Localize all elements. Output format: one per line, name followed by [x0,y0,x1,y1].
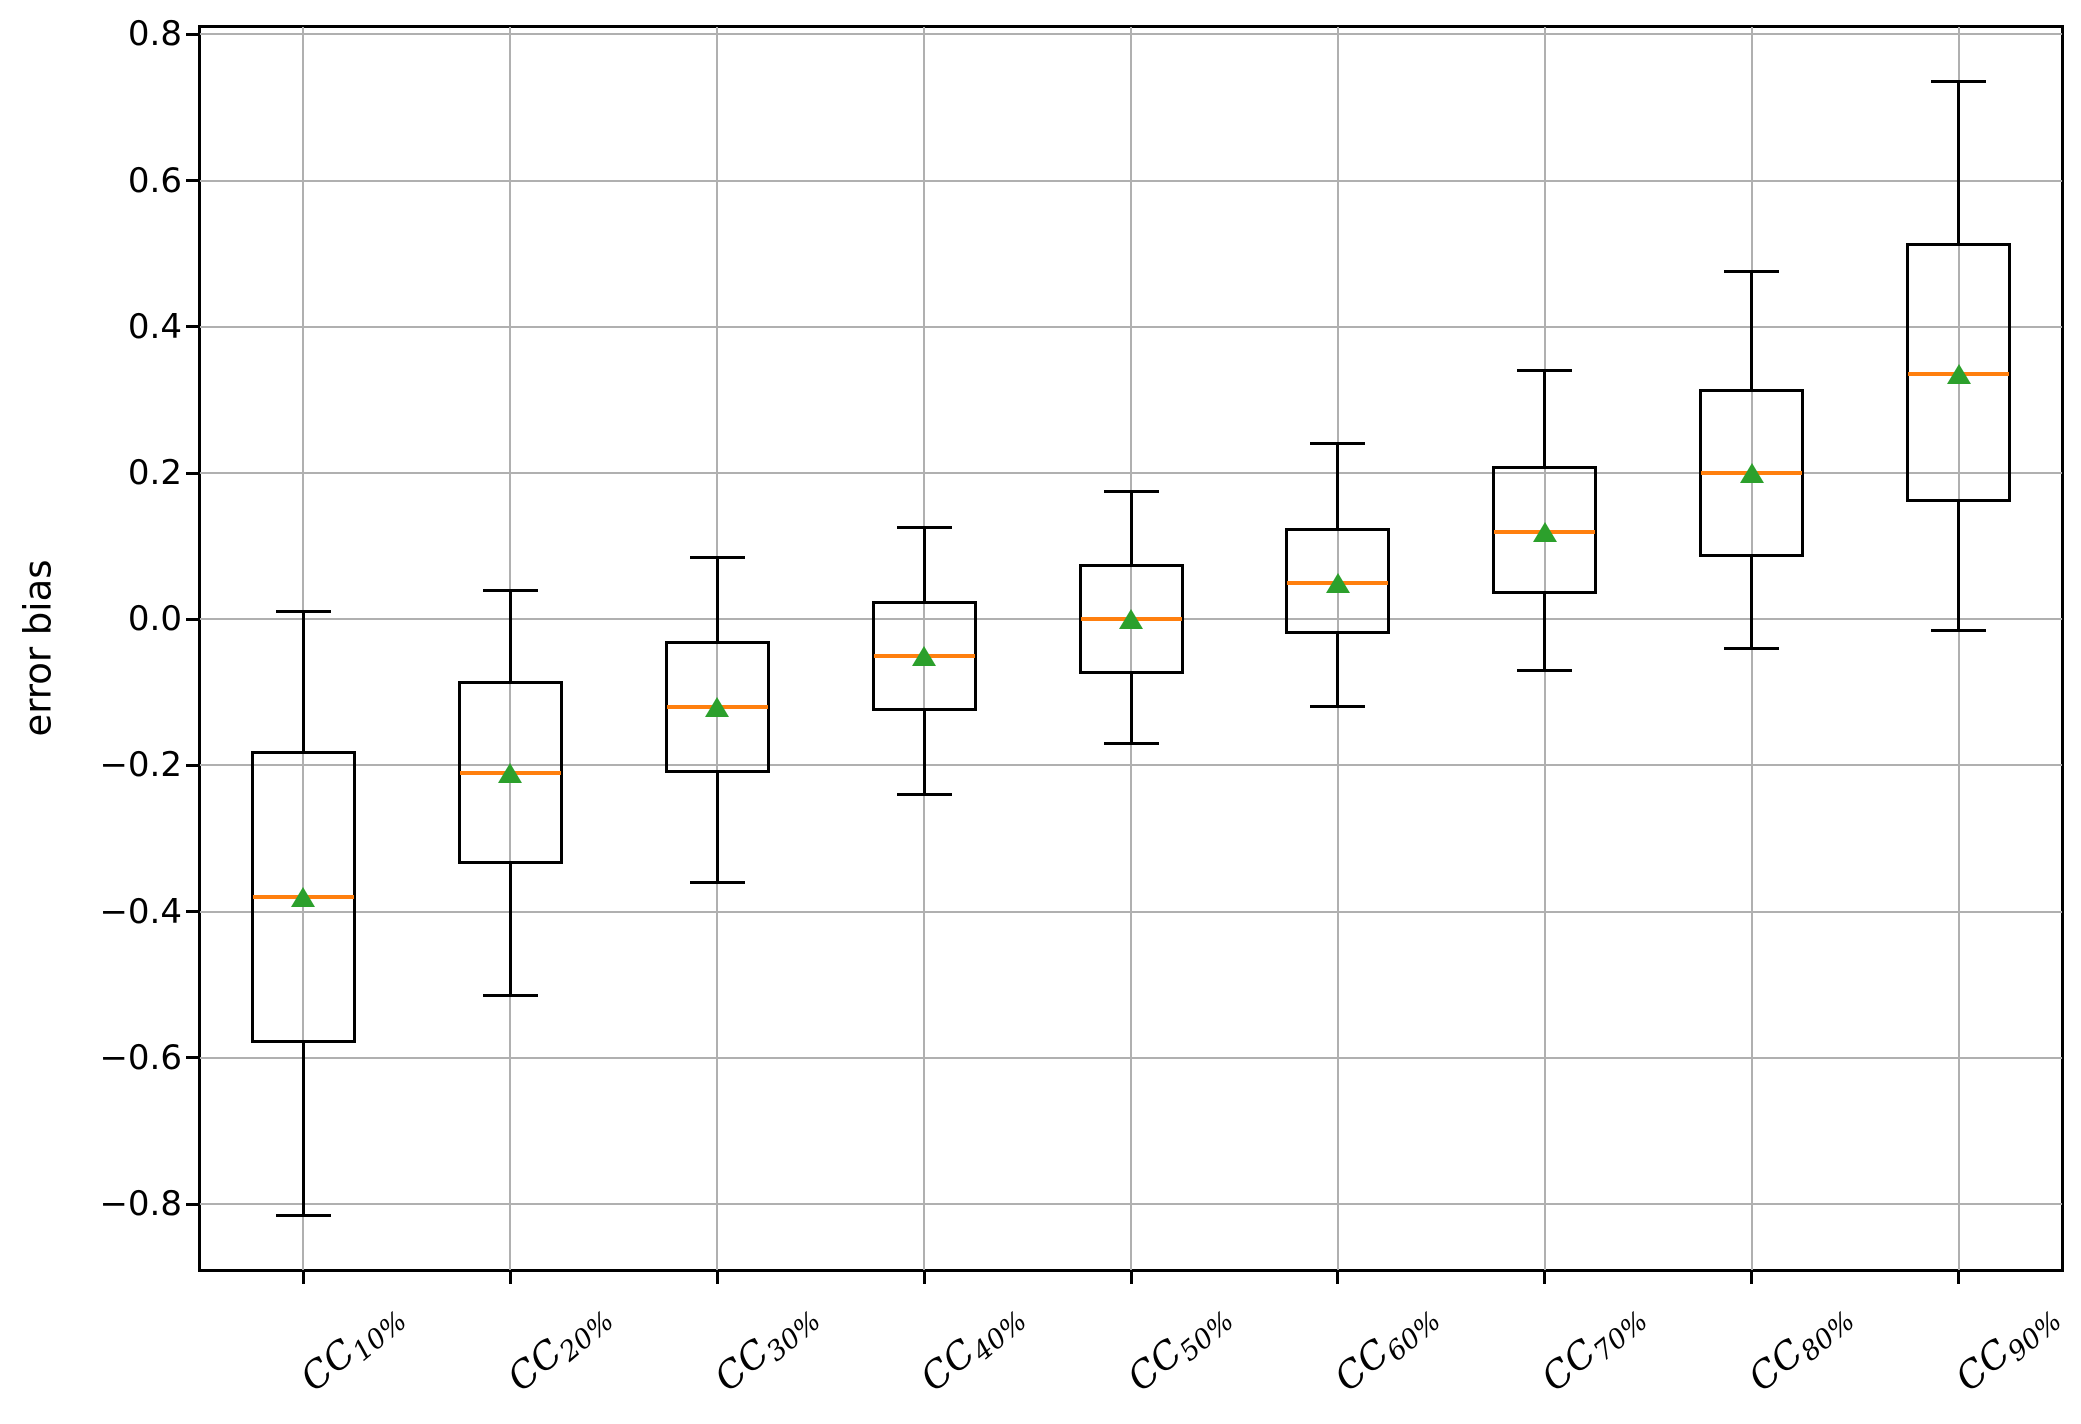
x-tick [715,1270,719,1284]
x-tick-label: CC40% [912,1305,1034,1400]
whisker-lower-cap [689,880,745,884]
whisker-upper-cap [1724,270,1780,274]
y-tick-label: 0.8 [127,14,182,55]
box [1906,242,2012,503]
x-tick-label: CC20% [498,1305,620,1400]
y-tick-label: −0.2 [99,745,182,786]
whisker-upper-cap [1103,489,1159,493]
whisker-lower-stem [715,772,719,883]
mean-marker [1532,521,1557,542]
whisker-upper-stem [1957,81,1961,243]
mean-marker [1946,364,1971,385]
y-tick [186,32,200,36]
whisker-upper-stem [1336,443,1340,528]
mean-marker [912,645,937,666]
x-tick-label: CC90% [1947,1305,2068,1400]
whisker-upper-cap [689,555,745,559]
whisker-upper-stem [922,527,926,601]
y-tick-label: 0.6 [127,160,182,201]
gridline-vertical [716,27,719,1270]
y-tick [186,910,200,914]
whisker-lower-stem [922,710,926,795]
y-tick [186,471,200,475]
whisker-lower-cap [1103,742,1159,746]
x-tick [508,1270,512,1284]
whisker-lower-stem [1336,633,1340,707]
box [1078,564,1184,675]
whisker-lower-cap [1931,628,1987,632]
whisker-upper-cap [1310,442,1366,446]
whisker-lower-cap [275,1213,331,1217]
whisker-lower-cap [896,793,952,797]
x-tick-label: CC60% [1326,1305,1448,1400]
x-tick [1336,1270,1340,1284]
gridline-vertical [1957,27,1960,1270]
whisker-lower-stem [1957,502,1961,631]
mean-marker [1739,463,1764,484]
y-tick [186,617,200,621]
mean-marker [1119,609,1143,630]
whisker-lower-stem [508,864,512,996]
x-tick [1129,1270,1133,1284]
whisker-upper-stem [715,557,719,642]
whisker-upper-cap [1517,369,1573,373]
x-tick-label: CC80% [1740,1305,1861,1400]
x-tick [922,1270,926,1284]
x-tick [1543,1270,1547,1284]
x-tick-label: CC70% [1533,1305,1654,1400]
whisker-lower-cap [1724,647,1780,650]
mean-marker [1325,572,1350,593]
mean-marker [291,887,316,908]
y-tick [186,763,200,767]
gridline-vertical [1130,27,1132,1270]
whisker-lower-stem [301,1043,305,1216]
x-tick [1750,1270,1754,1284]
whisker-lower-stem [1750,557,1754,649]
x-tick-label: CC50% [1119,1305,1241,1400]
whisker-lower-cap [482,994,538,998]
whisker-upper-stem [1129,491,1133,565]
y-tick [186,179,200,183]
y-tick [186,325,200,329]
y-tick-label: 0.0 [127,599,182,640]
x-tick-label: CC10% [292,1305,413,1400]
whisker-upper-cap [482,588,538,592]
whisker-lower-stem [1543,593,1547,671]
y-tick-label: 0.4 [127,306,182,347]
box [664,641,770,773]
whisker-upper-cap [896,526,952,530]
y-tick [186,1202,200,1206]
mean-marker [498,762,523,783]
y-tick-label: −0.6 [99,1037,182,1078]
x-tick-label: CC30% [705,1305,827,1400]
y-axis-label: error bias [16,559,60,737]
whisker-upper-stem [1750,271,1754,389]
whisker-lower-cap [1517,668,1573,672]
x-tick [301,1270,305,1284]
x-tick [1957,1270,1961,1284]
whisker-upper-stem [301,611,305,751]
whisker-lower-stem [1129,674,1133,744]
whisker-upper-stem [1543,370,1547,466]
box [1492,465,1598,594]
whisker-upper-cap [275,610,331,614]
box [457,681,563,865]
whisker-upper-stem [508,590,512,682]
box [250,750,356,1044]
whisker-lower-cap [1310,705,1366,709]
y-tick [186,1056,200,1060]
box [1285,527,1391,634]
mean-marker [705,696,730,717]
box [1699,388,1805,558]
whisker-upper-cap [1931,80,1987,84]
y-tick-label: 0.2 [127,453,182,494]
box [871,600,977,711]
y-tick-label: −0.8 [99,1184,182,1225]
y-tick-label: −0.4 [99,891,182,932]
